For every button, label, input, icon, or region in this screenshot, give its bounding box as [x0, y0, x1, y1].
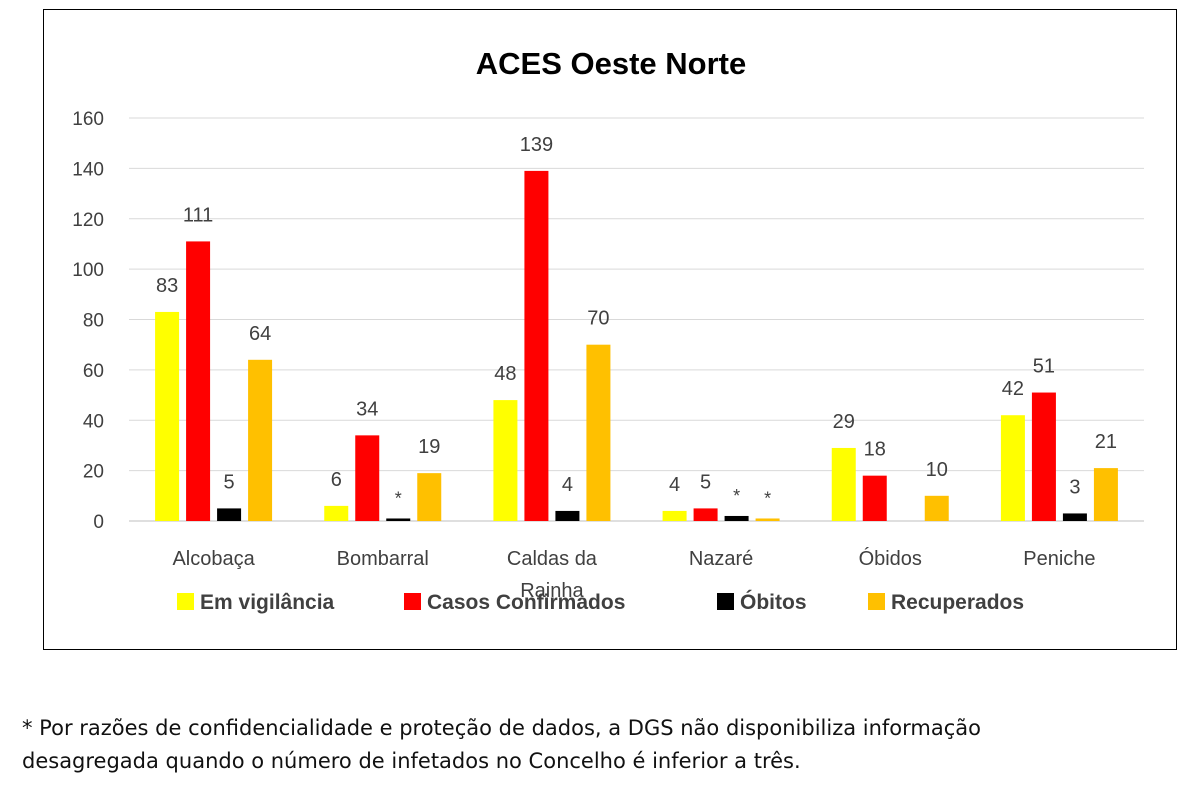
data-label: 4 — [669, 474, 680, 496]
legend-label: Recuperados — [891, 591, 1024, 614]
x-tick-label: Peniche — [1023, 548, 1095, 570]
y-tick-label: 20 — [83, 462, 104, 483]
data-label: 48 — [494, 363, 516, 385]
bar-2 — [1062, 513, 1087, 521]
legend-label: Casos Confirmados — [427, 591, 625, 614]
footnote: * Por razões de confidencialidade e prot… — [22, 712, 1192, 778]
y-tick-label: 100 — [72, 260, 104, 281]
bar-1 — [524, 170, 549, 522]
bar-2 — [386, 518, 411, 521]
bar-0 — [155, 311, 180, 521]
bar-1 — [186, 241, 211, 521]
bar-1 — [693, 508, 718, 521]
x-tick-label: Nazaré — [689, 548, 753, 570]
x-tick-label: Óbidos — [859, 547, 922, 570]
bar-1 — [355, 435, 380, 521]
data-label: 18 — [864, 439, 886, 461]
data-label: 64 — [249, 323, 271, 345]
bar-2 — [724, 515, 749, 521]
legend-swatch — [868, 593, 885, 610]
data-label: 6 — [331, 469, 342, 491]
bar-3 — [248, 359, 273, 521]
bar-0 — [831, 447, 856, 521]
data-label: 19 — [418, 436, 440, 458]
legend-label: Em vigilância — [200, 591, 335, 614]
x-tick-label: Alcobaça — [172, 548, 255, 570]
data-label: 3 — [1069, 476, 1080, 498]
legend-swatch — [404, 593, 421, 610]
bar-0 — [662, 510, 687, 521]
x-tick-label: Bombarral — [337, 548, 429, 570]
bar-3 — [755, 518, 780, 521]
chart-title: ACES Oeste Norte — [476, 46, 746, 81]
y-tick-label: 120 — [72, 210, 104, 231]
bar-3 — [586, 344, 611, 521]
data-label: 139 — [520, 134, 553, 156]
bar-0 — [1000, 415, 1025, 521]
bar-3 — [1093, 468, 1118, 521]
data-label: * — [764, 488, 771, 508]
data-label: * — [733, 486, 740, 506]
x-tick-label: Caldas da — [507, 548, 598, 570]
bar-0 — [493, 400, 518, 521]
footnote-line-2: desagregada quando o número de infetados… — [22, 749, 801, 773]
data-label: 4 — [562, 474, 573, 496]
data-label: 111 — [183, 204, 213, 226]
y-tick-label: 40 — [83, 411, 104, 432]
bar-1 — [1031, 392, 1056, 521]
bar-3 — [417, 473, 442, 521]
bar-2 — [555, 510, 580, 521]
bar-chart: ACES Oeste Norte 0 20 40 60 80 100 120 140 160 83 1… — [72, 46, 1144, 614]
y-tick-label: 80 — [83, 311, 104, 332]
data-label: 29 — [833, 411, 855, 433]
y-tick-label: 60 — [83, 361, 104, 382]
data-label: 42 — [1002, 378, 1024, 400]
data-label: 5 — [700, 471, 711, 493]
bar-3 — [924, 495, 949, 521]
x-tick-label: Rainha — [520, 580, 584, 602]
bar-1 — [862, 475, 887, 521]
chart-frame: ACES Oeste Norte 0 20 40 60 80 100 120 140 160 83 1… — [43, 9, 1177, 650]
bar-2 — [217, 508, 242, 521]
data-label: 10 — [926, 459, 948, 481]
data-label: 34 — [356, 398, 378, 420]
y-tick-label: 0 — [93, 512, 104, 533]
y-tick-label: 140 — [72, 159, 104, 180]
data-label: 51 — [1033, 356, 1055, 378]
data-label: 21 — [1095, 431, 1117, 453]
data-label: 83 — [156, 275, 178, 297]
y-tick-label: 160 — [72, 109, 104, 130]
legend-label: Óbitos — [740, 590, 807, 614]
data-label: 70 — [587, 308, 609, 330]
footnote-line-1: * Por razões de confidencialidade e prot… — [22, 716, 982, 740]
data-label: 5 — [224, 471, 235, 493]
legend-swatch — [717, 593, 734, 610]
data-label: * — [395, 488, 402, 508]
bar-0 — [324, 505, 349, 521]
legend-swatch — [177, 593, 194, 610]
